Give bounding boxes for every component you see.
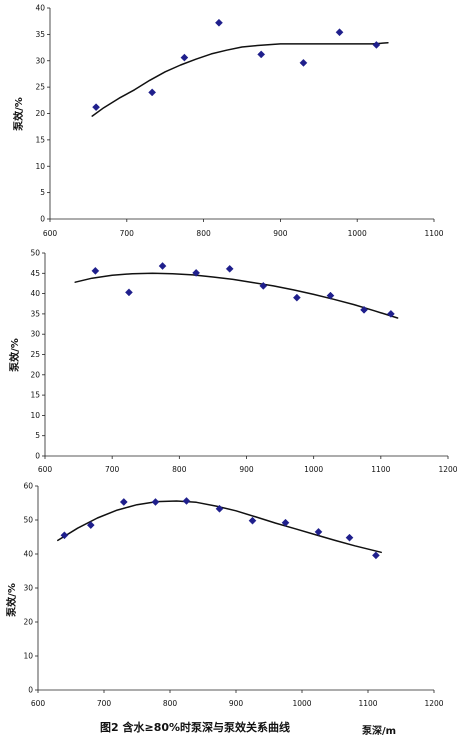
data-point [225,264,234,273]
x-tick-label: 900 [273,229,288,238]
y-tick-label: 25 [35,83,45,92]
y-axis-label: 泵效/% [12,97,25,131]
data-point [91,266,100,275]
x-tick-label: 700 [120,229,135,238]
y-axis-label: 泵效/% [8,338,21,372]
y-tick-label: 50 [23,516,33,525]
y-tick-label: 5 [35,431,40,440]
x-tick-label: 1200 [424,699,443,708]
data-point [92,103,100,112]
trendline [74,272,399,319]
y-tick-label: 15 [30,391,40,400]
data-point [281,518,290,527]
y-tick-label: 0 [40,215,45,224]
y-tick-label: 45 [30,269,40,278]
y-tick-label: 35 [35,30,45,39]
data-point [125,288,133,297]
x-tick-label: 700 [105,465,120,474]
x-tick-label: 800 [172,465,187,474]
data-point [151,498,160,506]
x-tick-label: 1000 [304,465,323,474]
x-axis-label: 泵深/m [362,724,396,737]
chart-panel-3: 0 10 20 30 40 50 60 600 700 800 900 1000 1100 1200 泵效/… [5,482,444,738]
y-tick-label: 0 [28,686,33,695]
x-tick-label: 1100 [358,699,377,708]
data-point [292,293,301,302]
x-tick-label: 600 [31,699,46,708]
x-tick-label: 1200 [438,465,457,474]
y-tick-label: 50 [30,249,40,258]
data-point [158,262,167,270]
data-point [372,551,380,560]
data-point [182,497,191,505]
data-point [259,282,268,290]
trendline [57,500,382,554]
y-tick-label: 30 [30,330,40,339]
x-tick-label: 1100 [371,465,390,474]
chart-panel-2: 0 5 10 15 20 25 30 35 40 45 50 600 700 800 900 1000 1100… [8,249,458,475]
y-tick-label: 30 [23,584,33,593]
y-tick-label: 25 [30,350,40,359]
data-point [215,504,224,513]
y-tick-label: 15 [35,135,45,144]
data-point [86,521,95,529]
y-tick-label: 10 [23,652,33,661]
x-tick-label: 600 [43,229,58,238]
y-tick-label: 40 [30,289,40,298]
x-tick-label: 600 [38,465,53,474]
x-tick-label: 900 [239,465,254,474]
data-point [180,53,189,62]
data-point [148,88,157,97]
y-tick-label: 40 [35,4,45,13]
data-point [257,50,266,59]
x-tick-label: 700 [97,699,112,708]
data-point [215,18,223,27]
y-tick-label: 30 [35,56,45,65]
y-tick-label: 5 [40,188,45,197]
y-tick-label: 60 [23,482,33,491]
data-point [345,533,354,542]
x-tick-label: 1100 [424,229,443,238]
data-point [299,58,308,67]
y-tick-label: 20 [30,370,40,379]
data-point [387,310,395,318]
chart-panel-1: 0 5 10 15 20 25 30 35 40 600 700 800 900 1000 1100 泵效/% [12,4,444,239]
y-axis-label: 泵效/% [5,583,18,617]
y-tick-label: 0 [35,452,40,461]
x-tick-label: 800 [196,229,211,238]
data-point [372,41,381,49]
data-point [326,291,335,300]
y-tick-label: 40 [23,550,33,559]
x-tick-label: 1000 [292,699,311,708]
data-point [248,516,257,525]
y-tick-label: 35 [30,309,40,318]
x-tick-label: 800 [163,699,178,708]
data-point [192,269,201,277]
y-tick-label: 20 [35,109,45,118]
data-point [60,531,69,540]
x-tick-label: 900 [229,699,244,708]
data-point [360,305,368,314]
y-tick-label: 10 [30,411,40,420]
data-point [119,498,128,506]
y-tick-label: 20 [23,618,33,627]
y-tick-label: 10 [35,162,45,171]
data-point [314,528,323,536]
x-tick-label: 1000 [348,229,367,238]
data-point [335,28,344,37]
trendline [91,42,389,117]
figure-caption: 图2 含水≥80%时泵深与泵效关系曲线 [100,720,290,734]
